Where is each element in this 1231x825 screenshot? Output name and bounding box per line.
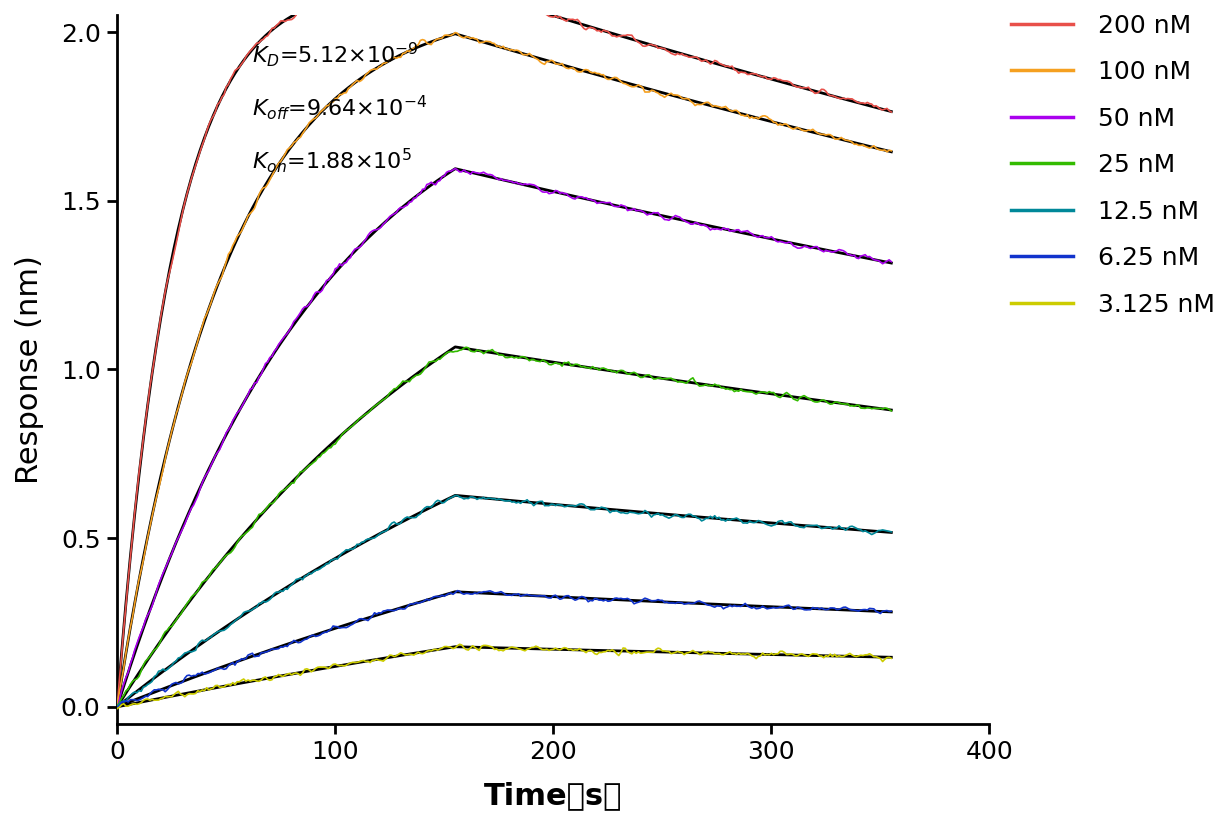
Text: $K_{off}$=9.64×10$^{-4}$: $K_{off}$=9.64×10$^{-4}$ xyxy=(252,93,427,122)
Text: $K_{on}$=1.88×10$^{5}$: $K_{on}$=1.88×10$^{5}$ xyxy=(252,146,412,175)
Y-axis label: Response (nm): Response (nm) xyxy=(15,255,44,484)
Legend: 200 nM, 100 nM, 50 nM, 25 nM, 12.5 nM, 6.25 nM, 3.125 nM: 200 nM, 100 nM, 50 nM, 25 nM, 12.5 nM, 6… xyxy=(1011,13,1215,317)
X-axis label: Time（s）: Time（s） xyxy=(484,781,623,810)
Text: $K_D$=5.12×10$^{-9}$: $K_D$=5.12×10$^{-9}$ xyxy=(252,40,419,68)
